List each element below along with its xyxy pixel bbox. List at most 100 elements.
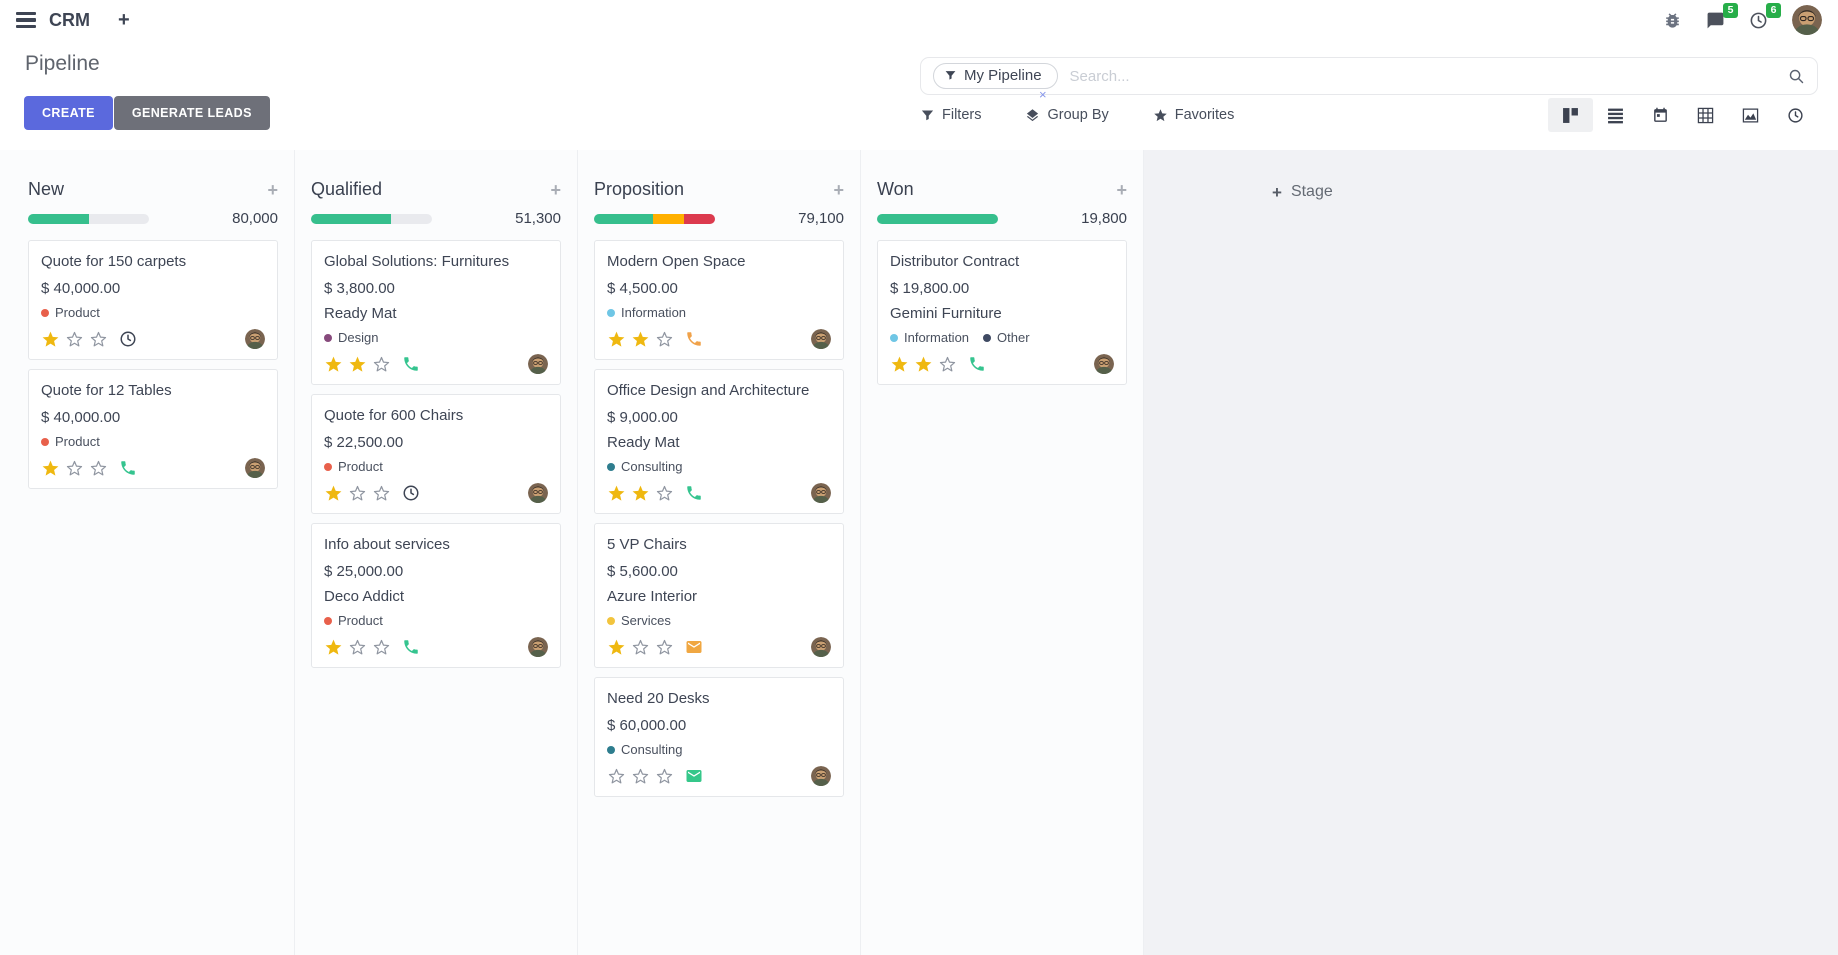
kanban-card[interactable]: Quote for 12 Tables $ 40,000.00 Product (28, 369, 278, 489)
favorites-button[interactable]: Favorites (1153, 107, 1234, 123)
star-empty-icon[interactable] (631, 767, 650, 786)
column-title[interactable]: Won (877, 179, 914, 199)
kanban-card[interactable]: Quote for 150 carpets $ 40,000.00 Produc… (28, 240, 278, 360)
column-add-record-icon[interactable]: + (833, 179, 844, 200)
kanban-card[interactable]: Quote for 600 Chairs $ 22,500.00 Product (311, 394, 561, 514)
star-filled-icon[interactable] (41, 459, 60, 478)
clock-icon[interactable] (402, 484, 420, 502)
kanban-card[interactable]: Modern Open Space $ 4,500.00 Information (594, 240, 844, 360)
plus-menu-icon[interactable]: + (118, 9, 130, 31)
star-empty-icon[interactable] (938, 355, 957, 374)
card-title[interactable]: Info about services (324, 536, 450, 553)
star-empty-icon[interactable] (89, 459, 108, 478)
debug-bug-icon[interactable] (1663, 11, 1682, 30)
progress-segment[interactable] (653, 213, 684, 224)
search-input[interactable] (1069, 67, 1788, 85)
column-title[interactable]: New (28, 179, 65, 199)
star-empty-icon[interactable] (89, 330, 108, 349)
tag-label: Other (997, 330, 1030, 345)
column-add-record-icon[interactable]: + (550, 179, 561, 200)
phone-icon[interactable] (968, 355, 986, 373)
phone-icon[interactable] (685, 484, 703, 502)
star-filled-icon[interactable] (607, 330, 626, 349)
star-filled-icon[interactable] (631, 330, 650, 349)
star-filled-icon[interactable] (607, 484, 626, 503)
clock-icon[interactable] (119, 330, 137, 348)
star-filled-icon[interactable] (324, 355, 343, 374)
view-pivot-button[interactable] (1683, 98, 1728, 132)
group-by-button[interactable]: Group By (1025, 107, 1109, 123)
star-empty-icon[interactable] (372, 638, 391, 657)
card-title[interactable]: Global Solutions: Furnitures (324, 253, 510, 270)
star-empty-icon[interactable] (631, 638, 650, 657)
kanban-card[interactable]: Office Design and Architecture $ 9,000.0… (594, 369, 844, 514)
star-empty-icon[interactable] (655, 767, 674, 786)
star-filled-icon[interactable] (324, 484, 343, 503)
messages-menu-icon[interactable]: 5 (1706, 2, 1738, 30)
star-filled-icon[interactable] (890, 355, 909, 374)
search-icon[interactable] (1788, 68, 1805, 85)
view-graph-button[interactable] (1728, 98, 1773, 132)
progress-segment[interactable] (877, 213, 998, 224)
envelope-icon[interactable] (685, 638, 703, 656)
kanban-card[interactable]: Global Solutions: Furnitures $ 3,800.00 … (311, 240, 561, 385)
filters-button[interactable]: Filters (920, 107, 981, 123)
phone-icon[interactable] (402, 638, 420, 656)
star-empty-icon[interactable] (348, 638, 367, 657)
progress-segment[interactable] (28, 213, 89, 224)
kanban-card[interactable]: 5 VP Chairs $ 5,600.00 Azure Interior Se… (594, 523, 844, 668)
phone-icon[interactable] (119, 459, 137, 477)
kanban-card[interactable]: Info about services $ 25,000.00 Deco Add… (311, 523, 561, 668)
user-avatar[interactable] (1792, 5, 1822, 35)
view-activity-button[interactable] (1773, 98, 1818, 132)
star-filled-icon[interactable] (631, 484, 650, 503)
kanban-card[interactable]: Distributor Contract $ 19,800.00 Gemini … (877, 240, 1127, 385)
card-title[interactable]: Need 20 Desks (607, 690, 710, 707)
card-title[interactable]: Modern Open Space (607, 253, 746, 270)
phone-icon[interactable] (685, 330, 703, 348)
star-empty-icon[interactable] (655, 638, 674, 657)
star-empty-icon[interactable] (655, 484, 674, 503)
progress-segment[interactable] (683, 213, 715, 224)
search-bar[interactable]: My Pipeline × (920, 57, 1818, 102)
activities-menu-icon[interactable]: 6 (1749, 2, 1781, 30)
card-title[interactable]: Quote for 600 Chairs (324, 407, 464, 424)
kanban-card[interactable]: Need 20 Desks $ 60,000.00 Consulting (594, 677, 844, 797)
column-title[interactable]: Proposition (594, 179, 685, 199)
generate-leads-button[interactable]: GENERATE LEADS (113, 96, 270, 130)
column-title[interactable]: Qualified (311, 179, 383, 199)
add-stage-button[interactable]: + Stage (1272, 183, 1333, 201)
column-add-record-icon[interactable]: + (1116, 179, 1127, 200)
app-name[interactable]: CRM (49, 9, 90, 30)
star-filled-icon[interactable] (348, 355, 367, 374)
view-list-button[interactable] (1593, 98, 1638, 132)
search-facet[interactable]: My Pipeline (933, 63, 1058, 89)
star-empty-icon[interactable] (65, 459, 84, 478)
progress-segment[interactable] (311, 213, 391, 224)
column-add-record-icon[interactable]: + (267, 179, 278, 200)
phone-icon[interactable] (402, 355, 420, 373)
star-empty-icon[interactable] (372, 355, 391, 374)
star-empty-icon[interactable] (65, 330, 84, 349)
star-empty-icon[interactable] (655, 330, 674, 349)
view-calendar-button[interactable] (1638, 98, 1683, 132)
card-title[interactable]: Distributor Contract (890, 253, 1020, 270)
star-filled-icon[interactable] (607, 638, 626, 657)
envelope-icon[interactable] (685, 767, 703, 785)
star-empty-icon[interactable] (348, 484, 367, 503)
star-empty-icon[interactable] (607, 767, 626, 786)
view-kanban-button[interactable] (1548, 98, 1593, 132)
create-button[interactable]: CREATE (24, 96, 113, 130)
avatar-image (811, 329, 831, 349)
card-title[interactable]: Quote for 150 carpets (41, 253, 187, 270)
card-title[interactable]: Office Design and Architecture (607, 382, 810, 399)
facet-remove-icon[interactable]: × (1039, 87, 1047, 102)
star-filled-icon[interactable] (41, 330, 60, 349)
apps-menu-icon[interactable] (16, 12, 36, 28)
progress-segment[interactable] (594, 213, 654, 224)
star-filled-icon[interactable] (324, 638, 343, 657)
card-title[interactable]: Quote for 12 Tables (41, 382, 172, 399)
star-filled-icon[interactable] (914, 355, 933, 374)
star-empty-icon[interactable] (372, 484, 391, 503)
card-title[interactable]: 5 VP Chairs (607, 536, 687, 553)
